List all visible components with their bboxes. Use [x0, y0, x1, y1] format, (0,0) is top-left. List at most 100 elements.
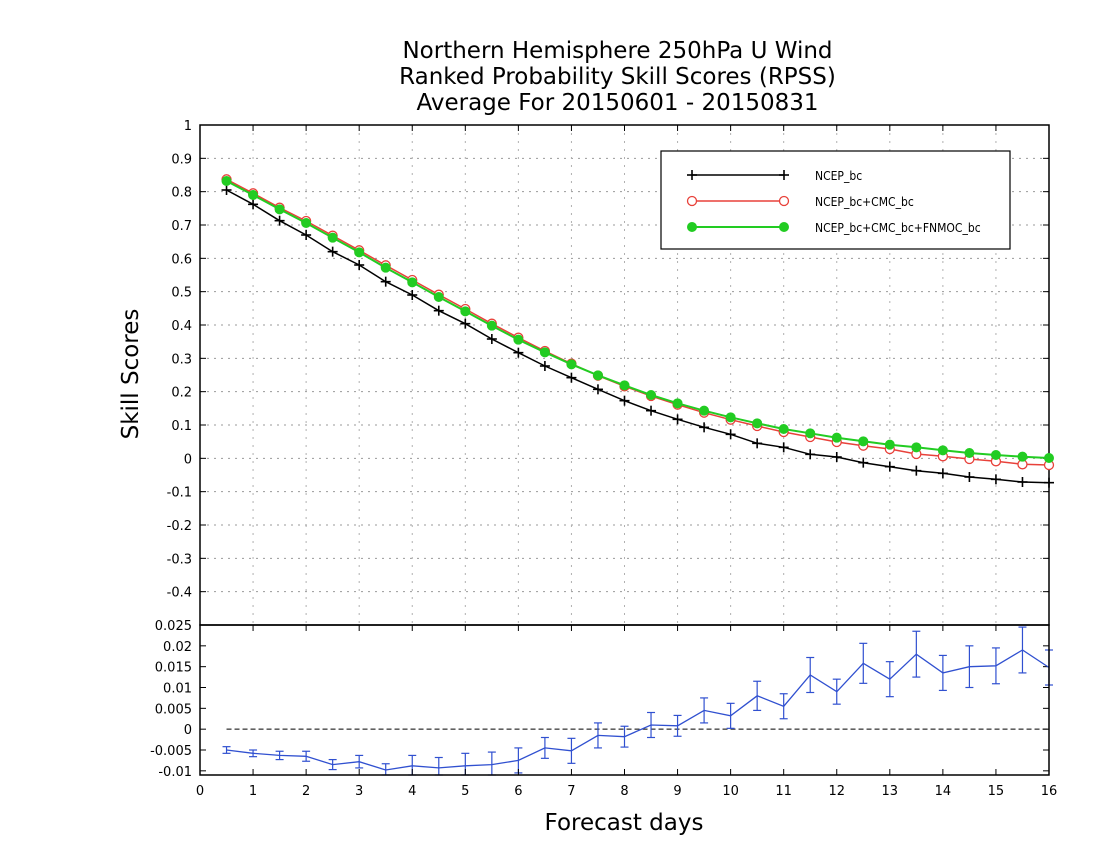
series-point	[699, 422, 710, 433]
y-tick-label: 0.1	[171, 419, 192, 434]
series-point	[778, 442, 789, 453]
series-point	[752, 418, 763, 429]
series-point	[248, 199, 259, 210]
error-bar	[302, 750, 311, 762]
x-tick-label: 1	[249, 784, 257, 799]
series-point	[592, 384, 603, 395]
error-bar	[249, 749, 258, 758]
y-tick-label: 0	[184, 723, 192, 738]
y-tick-label: 0.5	[171, 286, 192, 301]
series-point	[513, 334, 524, 345]
series-point	[354, 247, 365, 258]
series-point	[380, 262, 391, 273]
y-tick-label: -0.3	[167, 552, 192, 567]
series-point	[937, 468, 948, 479]
error-bar	[355, 754, 364, 769]
error-bar	[275, 750, 284, 761]
series-point	[327, 232, 338, 243]
series-point	[672, 414, 683, 425]
x-tick-label: 15	[988, 784, 1005, 799]
x-tick-label: 7	[567, 784, 575, 799]
x-tick-label: 14	[935, 784, 952, 799]
series-point	[831, 432, 842, 443]
series-point	[274, 204, 285, 215]
error-bar	[832, 678, 841, 705]
error-bar	[885, 661, 894, 698]
x-tick-label: 13	[882, 784, 899, 799]
error-bar	[859, 642, 868, 684]
legend-label: NCEP_bc	[815, 169, 862, 183]
error-bar	[647, 711, 656, 739]
series-point	[513, 347, 524, 358]
error-bar	[540, 736, 549, 759]
series-point	[778, 424, 789, 434]
legend-box	[660, 150, 1011, 250]
y-tick-label: 0.015	[155, 661, 192, 676]
series-point	[699, 405, 710, 416]
x-tick-label: 6	[514, 784, 522, 799]
series-point	[274, 215, 285, 226]
series-point	[380, 276, 391, 287]
error-bar	[328, 758, 337, 771]
y-tick-label: 0.02	[163, 640, 192, 655]
y-tick-label: 0.3	[171, 352, 192, 367]
legend-marker	[686, 195, 698, 207]
y-tick-label: 0	[184, 452, 192, 467]
error-bar	[965, 645, 974, 689]
series-point	[327, 246, 338, 257]
y-tick-label: 1	[184, 119, 192, 134]
legend-label: NCEP_bc+CMC_bc+FNMOC_bc	[815, 221, 981, 235]
series-point	[805, 428, 816, 439]
series-point	[619, 395, 630, 406]
series-point	[725, 429, 736, 440]
series-point	[964, 472, 975, 482]
x-tick-label: 8	[620, 784, 628, 799]
y-tick-label: -0.01	[158, 765, 192, 780]
x-tick-label: 16	[1041, 784, 1058, 799]
series-point	[566, 372, 577, 383]
series-point	[1017, 451, 1028, 462]
series-point	[248, 190, 259, 200]
error-bar	[434, 756, 443, 776]
chart-title-line-1: Northern Hemisphere 250hPa U Wind	[402, 38, 833, 64]
series-point	[486, 320, 497, 331]
series-point	[937, 445, 948, 456]
series-point	[354, 260, 365, 270]
series-point	[752, 438, 763, 449]
series-point	[990, 450, 1001, 460]
series-point	[911, 442, 922, 453]
series-point	[221, 185, 232, 195]
y-tick-label: 0.01	[163, 682, 192, 697]
series-point	[990, 474, 1001, 485]
x-tick-label: 11	[775, 784, 792, 799]
y-tick-label: 0.4	[171, 319, 192, 334]
series-point	[911, 465, 922, 476]
difference-panel-frame	[199, 624, 1050, 776]
series-point	[539, 347, 550, 358]
series-point	[301, 218, 312, 228]
legend-marker	[778, 195, 790, 207]
series-point	[407, 290, 418, 300]
error-bar	[991, 647, 1000, 685]
y-tick-label: 0.6	[171, 252, 192, 267]
x-axis: 0 1 2 3 4 5 6 7 8 9 10 11 12 13 14 15 16	[196, 125, 1057, 799]
series-point	[672, 398, 683, 409]
x-tick-label: 0	[196, 784, 204, 799]
chart-title-line-2: Ranked Probability Skill Scores (RPSS)	[399, 64, 836, 90]
x-axis-title: Forecast days	[544, 810, 704, 836]
error-bar	[753, 680, 762, 712]
series-point	[1044, 477, 1054, 488]
legend-marker	[779, 222, 789, 232]
series-point	[964, 448, 975, 458]
difference-series-line	[226, 649, 1050, 771]
y-tick-label: 0.8	[171, 186, 192, 201]
y-tick-label: -0.4	[167, 586, 192, 601]
x-tick-label: 5	[461, 784, 469, 799]
series-point	[1044, 453, 1054, 463]
error-bar	[673, 714, 682, 737]
error-bar	[222, 746, 231, 754]
difference-panel: 0.025 0.02 0.015 0.01 0.005 0 -0.005 -0.01	[150, 619, 1053, 780]
series-point	[725, 412, 736, 423]
series-point	[646, 405, 657, 416]
x-tick-label: 10	[722, 784, 739, 799]
